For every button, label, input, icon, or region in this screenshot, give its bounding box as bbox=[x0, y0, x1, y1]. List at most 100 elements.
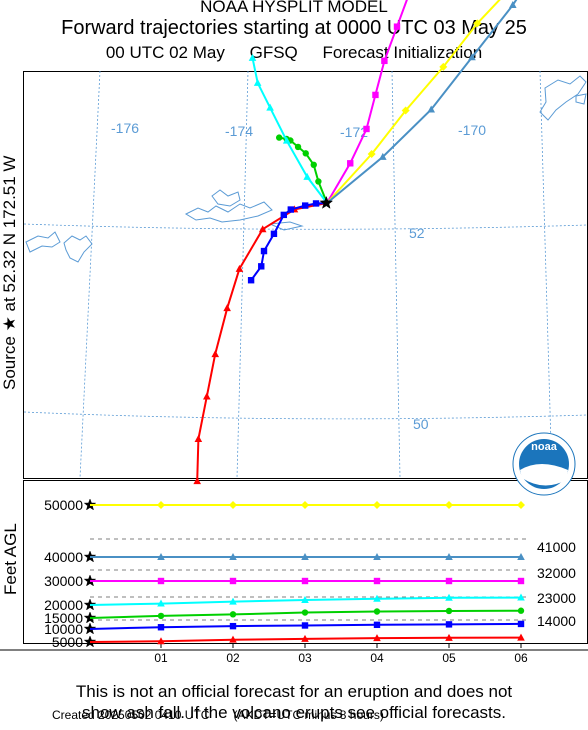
trajectory-point-red bbox=[203, 392, 211, 400]
coastline bbox=[211, 189, 241, 207]
height-point-red bbox=[445, 633, 453, 641]
trajectory-point-steelblue bbox=[379, 152, 387, 160]
time-tick-label: 03 bbox=[298, 651, 312, 665]
height-point-red bbox=[373, 634, 381, 642]
noaa-logo-text: noaa bbox=[531, 441, 558, 453]
height-point-steelblue bbox=[301, 553, 309, 560]
height-point-yellow bbox=[445, 501, 453, 509]
trajectory-point-red bbox=[258, 225, 267, 233]
longitude-label: -174 bbox=[225, 123, 253, 139]
parallel-line-52 bbox=[23, 223, 588, 230]
trajectory-point-green bbox=[310, 161, 317, 169]
source-star bbox=[319, 195, 334, 209]
trajectory-point-red bbox=[235, 264, 244, 272]
height-right-label: 32000 bbox=[537, 565, 576, 581]
height-point-yellow bbox=[517, 501, 525, 509]
longitude-label: -176 bbox=[111, 120, 139, 136]
created-info: Created 20250502 0410 UTC (AKDT=UTC minus… bbox=[52, 708, 408, 722]
trajectory-cyan bbox=[251, 57, 328, 204]
trajectory-point-red bbox=[211, 350, 220, 358]
met-model: GFSQ bbox=[249, 43, 298, 62]
height-point-green bbox=[517, 607, 525, 614]
trajectory-point-blue bbox=[258, 263, 265, 270]
coastline bbox=[25, 231, 61, 253]
trajectory-point-magenta bbox=[372, 91, 379, 99]
coastline bbox=[184, 201, 273, 223]
height-point-magenta bbox=[229, 577, 237, 585]
trajectory-point-blue bbox=[260, 247, 268, 255]
trajectory-point-magenta bbox=[381, 57, 388, 65]
time-tick-label: 05 bbox=[442, 651, 456, 665]
trajectory-point-yellow bbox=[401, 106, 410, 115]
height-point-steelblue bbox=[229, 553, 237, 560]
trajectory-point-cyan bbox=[303, 172, 311, 180]
trajectory-point-red bbox=[194, 435, 203, 443]
time-tick-label: 01 bbox=[154, 651, 168, 665]
time-tick-label: 04 bbox=[370, 651, 384, 665]
trajectory-point-cyan bbox=[282, 136, 291, 144]
height-point-blue bbox=[373, 621, 381, 629]
disclaimer-line-2: show ash fall. If the volcano erupts see… bbox=[82, 703, 506, 722]
height-point-yellow bbox=[229, 501, 237, 509]
noaa-logo: noaa bbox=[512, 432, 576, 496]
trajectory-point-blue bbox=[312, 200, 320, 207]
height-tick-label: 20000 bbox=[44, 597, 83, 613]
height-point-cyan bbox=[301, 595, 309, 603]
map-frame bbox=[23, 71, 588, 479]
trajectory-point-cyan bbox=[253, 78, 262, 86]
height-point-magenta bbox=[301, 577, 309, 585]
trajectory-point-green bbox=[294, 143, 302, 151]
height-right-label: 23000 bbox=[537, 590, 576, 606]
source-label: Source ★ at 52.32 N 172.51 W bbox=[0, 156, 19, 390]
height-point-blue bbox=[445, 621, 453, 628]
trajectory-point-yellow bbox=[473, 19, 482, 28]
height-tick-label: 30000 bbox=[44, 573, 83, 589]
height-point-green bbox=[157, 612, 165, 620]
disclaimer-line-1: This is not an official forecast for an … bbox=[75, 682, 513, 701]
height-point-steelblue bbox=[517, 553, 525, 560]
height-point-cyan bbox=[229, 597, 237, 605]
subtitle: 00 UTC 02 May GFSQ Forecast Initializati… bbox=[0, 43, 588, 63]
height-point-cyan bbox=[445, 593, 453, 601]
height-point-green bbox=[373, 608, 381, 615]
height-point-yellow bbox=[157, 501, 165, 509]
trajectory-point-magenta bbox=[393, 23, 401, 30]
height-tick-label: 50000 bbox=[44, 497, 83, 513]
init-time: 00 UTC 02 May bbox=[105, 43, 225, 62]
trajectory-point-blue bbox=[280, 211, 287, 219]
height-point-cyan bbox=[373, 594, 381, 602]
latitude-label: 52 bbox=[409, 225, 425, 241]
height-point-blue bbox=[301, 622, 309, 629]
parallel-line-50 bbox=[23, 411, 588, 420]
trajectory-point-magenta bbox=[363, 125, 370, 133]
trajectory-yellow bbox=[326, 0, 501, 204]
height-point-yellow bbox=[373, 501, 381, 509]
trajectory-point-red bbox=[193, 477, 201, 485]
height-right-label: 14000 bbox=[537, 613, 576, 629]
latitude-label: 50 bbox=[413, 416, 429, 432]
trajectory-point-green bbox=[302, 150, 309, 157]
height-axis-label: Feet AGL bbox=[1, 523, 20, 595]
noaa-logo-gull bbox=[520, 464, 568, 486]
model-title: NOAA HYSPLIT MODEL bbox=[200, 0, 388, 16]
trajectory-point-green bbox=[276, 134, 283, 141]
trajectory-point-cyan bbox=[266, 103, 274, 111]
coastline bbox=[575, 93, 587, 105]
trajectory-magenta bbox=[326, 0, 408, 204]
height-point-blue bbox=[157, 624, 165, 631]
height-point-red bbox=[301, 634, 309, 642]
height-point-yellow bbox=[301, 501, 309, 509]
time-tick-label: 06 bbox=[514, 651, 528, 665]
height-point-magenta bbox=[157, 577, 165, 585]
height-point-cyan bbox=[157, 599, 165, 607]
time-note: (AKDT=UTC minus 8 hours) bbox=[233, 708, 384, 722]
trajectory-steelblue bbox=[326, 0, 518, 204]
trajectory-point-yellow bbox=[439, 62, 448, 71]
longitude-label: -172 bbox=[340, 124, 368, 140]
coastline bbox=[539, 75, 587, 121]
trajectory-point-blue bbox=[247, 277, 255, 284]
height-point-red bbox=[229, 635, 237, 643]
meridian-line bbox=[79, 70, 101, 479]
trajectory-point-red bbox=[223, 304, 231, 312]
height-point-cyan bbox=[517, 593, 525, 601]
